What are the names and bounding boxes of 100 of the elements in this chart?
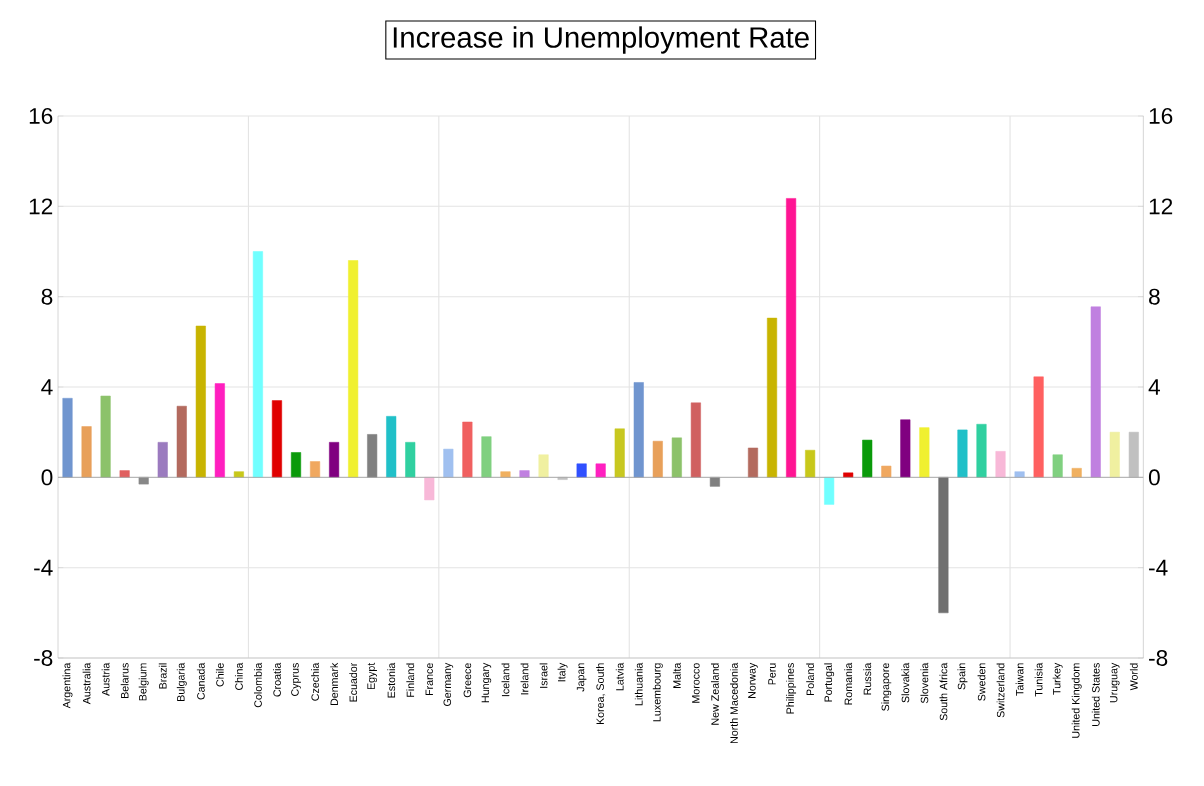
x-tick-label: Ecuador xyxy=(349,662,358,702)
bar xyxy=(538,454,549,478)
bar xyxy=(881,465,892,478)
y2-tick-label: 12 xyxy=(1149,198,1173,215)
bar xyxy=(862,439,873,478)
y2-tick-label: 0 xyxy=(1148,469,1160,486)
bar xyxy=(576,463,587,478)
bar xyxy=(386,416,397,478)
x-tick-label: Egypt xyxy=(367,662,377,690)
bar xyxy=(652,440,663,478)
y-tick-label: 4 xyxy=(41,379,53,395)
bar xyxy=(252,251,263,478)
bar xyxy=(843,472,854,478)
bar xyxy=(824,477,835,505)
x-tick-label: Peru xyxy=(768,663,776,685)
bar xyxy=(1014,471,1025,478)
x-tick-label: World xyxy=(1129,663,1138,691)
x-tick-label: New Zealand xyxy=(710,663,719,725)
bar xyxy=(119,470,130,478)
x-tick-label: Sweden xyxy=(977,663,986,701)
x-tick-label: Cyprus xyxy=(291,663,301,696)
bar xyxy=(233,471,244,478)
chart-title: Increase in Unemployment Rate xyxy=(393,26,809,54)
bar xyxy=(290,452,302,478)
bar xyxy=(805,449,816,478)
bar xyxy=(81,426,92,478)
x-tick-label: Slovenia xyxy=(920,662,929,704)
x-tick-label: United Kingdom xyxy=(1071,663,1082,738)
x-tick-label: Czechia xyxy=(311,662,319,701)
bar xyxy=(100,395,111,478)
x-tick-label: Brazil xyxy=(158,663,167,689)
x-tick-label: United States xyxy=(1091,663,1100,726)
y2-tick-label: 4 xyxy=(1148,379,1161,395)
bar xyxy=(919,427,930,478)
bar xyxy=(176,405,187,478)
x-tick-label: Austria xyxy=(101,662,110,696)
y-tick-label: 0 xyxy=(41,469,53,486)
x-tick-label: Argentina xyxy=(62,662,73,709)
x-tick-label: Portugal xyxy=(824,663,835,702)
bar xyxy=(957,429,968,478)
bar xyxy=(1109,431,1120,478)
bar xyxy=(348,260,359,478)
bar xyxy=(767,317,778,478)
x-tick-label: Ireland xyxy=(520,663,529,695)
bar xyxy=(329,442,340,478)
bar xyxy=(786,198,797,478)
bar xyxy=(443,448,454,478)
bar xyxy=(1071,468,1082,478)
bar xyxy=(62,398,73,478)
y2-tick-label: -8 xyxy=(1149,649,1168,667)
x-tick-label: Chile xyxy=(215,663,224,687)
x-tick-label: Switzerland xyxy=(996,663,1005,718)
bar xyxy=(462,421,473,478)
x-tick-label: Russia xyxy=(863,662,872,695)
bar xyxy=(976,423,987,478)
x-tick-label: Philippines xyxy=(786,663,797,714)
y-tick-label: -4 xyxy=(34,559,53,576)
bar xyxy=(900,419,911,478)
x-tick-label: Colombia xyxy=(254,662,262,708)
bar xyxy=(1033,376,1044,478)
x-tick-label: South Africa xyxy=(939,662,948,721)
x-tick-label: China xyxy=(234,662,243,691)
y-tick-label: -8 xyxy=(34,649,53,667)
x-tick-label: Tunisia xyxy=(1034,662,1043,697)
bar xyxy=(938,477,949,614)
bar xyxy=(690,402,701,478)
x-tick-label: Estonia xyxy=(387,662,396,698)
x-tick-label: Finland xyxy=(406,663,415,697)
y-tick-label: 16 xyxy=(29,107,53,125)
y2-tick-label: -4 xyxy=(1149,559,1168,576)
x-tick-label: France xyxy=(425,663,434,696)
x-tick-label: Australia xyxy=(82,662,91,705)
y2-tick-label: 16 xyxy=(1149,107,1173,125)
bar xyxy=(424,477,435,501)
x-tick-label: Turkey xyxy=(1052,662,1063,695)
x-tick-label: Romania xyxy=(844,662,853,705)
x-tick-label: Denmark xyxy=(330,662,339,706)
x-tick-label: Croatia xyxy=(273,662,281,697)
bar xyxy=(214,383,225,478)
bar xyxy=(614,428,625,478)
x-tick-label: North Macedonia xyxy=(730,662,738,744)
bar xyxy=(195,325,206,478)
bar xyxy=(671,437,682,478)
x-tick-label: Poland xyxy=(806,663,815,696)
x-tick-label: Belarus xyxy=(120,663,129,698)
x-tick-label: Norway xyxy=(748,662,758,698)
x-tick-label: Singapore xyxy=(881,663,892,711)
x-tick-label: Morocco xyxy=(692,663,700,703)
x-tick-label: Japan xyxy=(576,663,587,692)
x-tick-label: Taiwan xyxy=(1015,663,1024,696)
bar xyxy=(481,436,492,478)
y-tick-label: 8 xyxy=(41,288,53,305)
x-tick-label: Canada xyxy=(196,662,205,700)
x-tick-label: Italy xyxy=(557,662,568,682)
bar xyxy=(1090,306,1101,478)
x-tick-label: Germany xyxy=(443,662,454,707)
bar xyxy=(709,477,720,487)
x-tick-label: Hungary xyxy=(481,662,492,703)
y2-tick-label: 8 xyxy=(1149,288,1160,305)
x-tick-label: Uruguay xyxy=(1110,662,1120,703)
